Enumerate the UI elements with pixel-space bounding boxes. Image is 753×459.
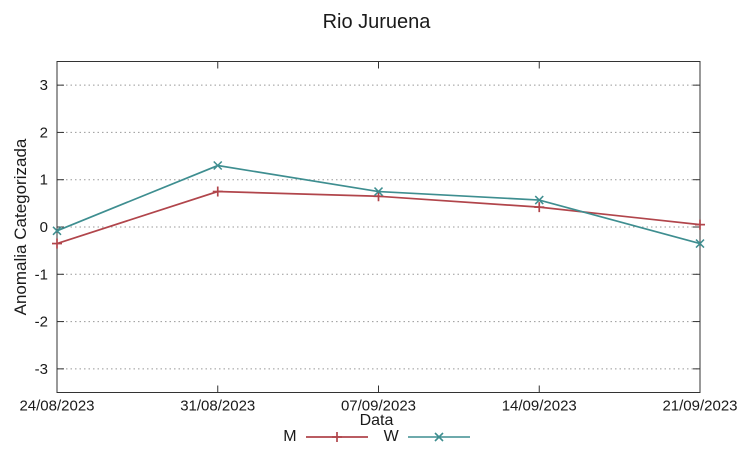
svg-text:24/08/2023: 24/08/2023 — [19, 398, 94, 415]
chart-title: Rio Juruena — [322, 11, 431, 33]
legend-item-w: W — [384, 428, 470, 446]
legend-label-w: W — [383, 428, 399, 445]
svg-text:2: 2 — [40, 124, 48, 141]
x-axis-label: Data — [359, 412, 394, 429]
svg-text:21/09/2023: 21/09/2023 — [662, 398, 737, 415]
svg-text:-3: -3 — [35, 361, 48, 378]
svg-text:0: 0 — [40, 219, 48, 236]
cross-marker-line-icon — [407, 432, 470, 442]
legend-label-m: M — [283, 428, 297, 445]
svg-text:3: 3 — [40, 77, 48, 94]
svg-text:-1: -1 — [35, 266, 48, 283]
plus-marker-line-icon — [305, 432, 368, 442]
legend: M W — [0, 427, 753, 447]
svg-text:-2: -2 — [35, 314, 48, 331]
svg-text:1: 1 — [40, 172, 48, 189]
svg-text:07/09/2023: 07/09/2023 — [341, 398, 416, 415]
legend-item-m: M — [283, 428, 368, 446]
svg-text:14/09/2023: 14/09/2023 — [502, 398, 577, 415]
svg-text:31/08/2023: 31/08/2023 — [180, 398, 255, 415]
